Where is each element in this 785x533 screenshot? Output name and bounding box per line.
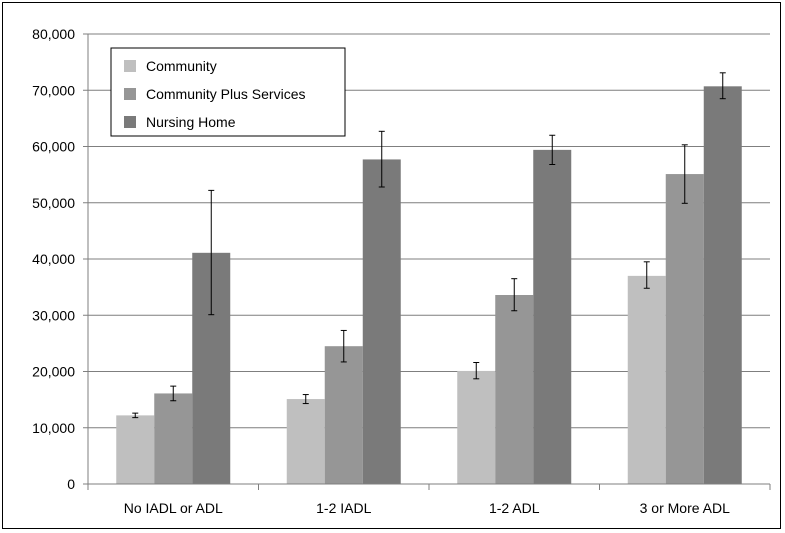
x-tick-label: 1-2 ADL xyxy=(489,500,540,516)
y-tick-label: 70,000 xyxy=(32,82,75,98)
legend-swatch xyxy=(124,88,136,100)
y-tick-label: 80,000 xyxy=(32,26,75,42)
y-tick-label: 50,000 xyxy=(32,195,75,211)
x-axis-tick-labels: No IADL or ADL 1-2 IADL 1-2 ADL 3 or More A… xyxy=(124,500,730,516)
bar-community-plus-services xyxy=(495,295,534,484)
y-axis-tick-labels: 0 10,000 20,000 30,000 40,000 50,000 60,000 70,… xyxy=(32,26,75,492)
axes xyxy=(83,33,771,490)
y-tick-label: 30,000 xyxy=(32,307,75,323)
bar-nursing-home xyxy=(533,149,572,484)
y-tick-label: 0 xyxy=(67,476,75,492)
legend-label: Nursing Home xyxy=(146,114,236,130)
legend-swatch xyxy=(124,116,136,128)
y-tick-label: 20,000 xyxy=(32,364,75,380)
y-tick-label: 10,000 xyxy=(32,420,75,436)
bar-community xyxy=(286,399,325,484)
bar-community-plus-services xyxy=(665,174,704,484)
bar-community xyxy=(116,415,155,484)
bar-community-plus-services xyxy=(154,393,193,484)
legend-label: Community Plus Services xyxy=(146,86,306,102)
bar-community xyxy=(627,275,666,484)
y-tick-label: 60,000 xyxy=(32,139,75,155)
legend: Community Community Plus Services Nursing … xyxy=(110,47,346,137)
legend-swatch xyxy=(124,60,136,72)
x-tick-label: 3 or More ADL xyxy=(640,500,730,516)
x-tick-label: No IADL or ADL xyxy=(124,500,223,516)
error-bars xyxy=(132,72,726,419)
bar-nursing-home xyxy=(703,86,742,484)
bars xyxy=(116,86,742,484)
legend-label: Community xyxy=(146,58,217,74)
bar-community xyxy=(457,370,496,484)
bar-nursing-home xyxy=(362,159,401,484)
x-tick-label: 1-2 IADL xyxy=(316,500,371,516)
legend-box xyxy=(110,47,346,137)
y-tick-label: 40,000 xyxy=(32,251,75,267)
bar-community-plus-services xyxy=(324,346,363,484)
